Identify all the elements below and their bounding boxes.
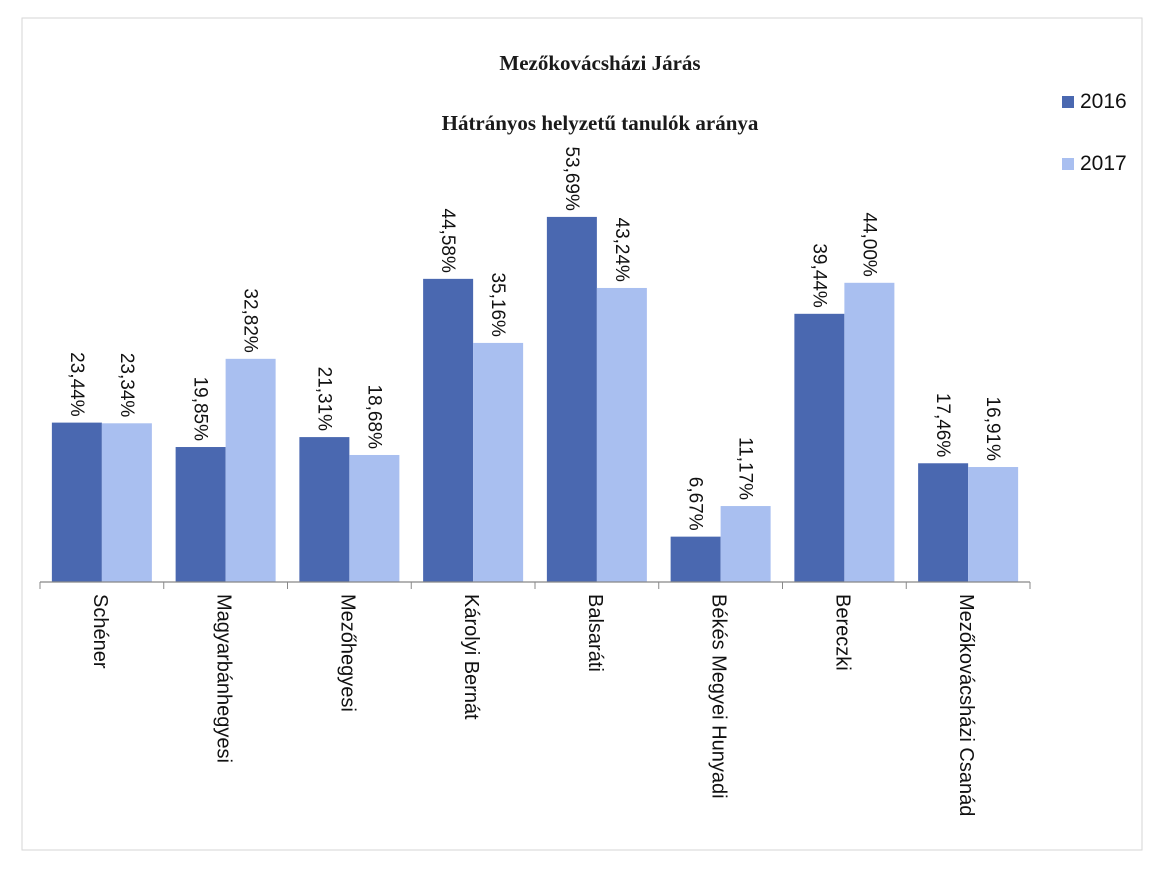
data-label-2016-6: 6,67% bbox=[685, 477, 706, 531]
data-label-2016-3: 21,31% bbox=[313, 367, 334, 432]
bar-2017-2 bbox=[225, 358, 276, 582]
data-label-2016-1: 23,44% bbox=[66, 352, 87, 417]
category-labels-group: Schéner Magyarbánhegyesi Mezőhegyesi Károly… bbox=[89, 594, 977, 816]
data-label-2017-1: 23,34% bbox=[116, 353, 137, 418]
data-label-2017-6: 11,17% bbox=[735, 437, 756, 500]
category-label: Békés Megyei Hunyadi bbox=[708, 594, 730, 799]
data-label-2017-7: 44,00% bbox=[858, 212, 879, 277]
x-axis-ticks bbox=[39, 582, 1031, 589]
bar-2017-1 bbox=[101, 423, 152, 582]
data-label-2016-5: 53,69% bbox=[561, 146, 582, 211]
data-label-2016-8: 17,46% bbox=[932, 393, 953, 458]
bar-2017-6 bbox=[720, 506, 771, 582]
category-label: Magyarbánhegyesi bbox=[213, 594, 235, 763]
bar-2016-7 bbox=[794, 313, 845, 582]
data-label-2016-2: 19,85% bbox=[190, 377, 211, 442]
legend: 2016 2017 bbox=[1062, 90, 1127, 175]
category-label: Schéner bbox=[89, 594, 111, 669]
data-label-2017-3: 18,68% bbox=[363, 385, 384, 450]
bars-group bbox=[51, 216, 1019, 582]
data-label-2017-4: 35,16% bbox=[487, 272, 508, 337]
chart-border bbox=[21, 17, 1143, 851]
chart-title: Mezőkovácsházi Járás bbox=[499, 51, 700, 75]
data-label-2016-7: 39,44% bbox=[808, 243, 829, 308]
bar-2016-5 bbox=[546, 216, 597, 582]
data-label-2017-8: 16,91% bbox=[982, 397, 1003, 462]
bar-2017-7 bbox=[844, 282, 895, 582]
bar-2017-4 bbox=[473, 342, 524, 582]
bar-2017-5 bbox=[596, 287, 647, 582]
bar-2017-3 bbox=[349, 454, 400, 582]
legend-swatch-2017 bbox=[1062, 158, 1074, 170]
legend-label-2017: 2017 bbox=[1080, 152, 1127, 175]
category-label: Bereczki bbox=[831, 594, 853, 671]
bar-2017-8 bbox=[968, 467, 1019, 582]
chart-subtitle: Hátrányos helyzetű tanulók aránya bbox=[442, 111, 759, 135]
category-label: Balsaráti bbox=[584, 594, 606, 672]
bar-2016-6 bbox=[670, 536, 721, 582]
data-labels-group: 23,44% 23,34% 19,85% 32,82% 21,31% 18,68% 44,5… bbox=[66, 146, 1003, 530]
legend-label-2016: 2016 bbox=[1080, 90, 1127, 113]
bar-2016-4 bbox=[423, 278, 474, 582]
category-label: Mezőhegyesi bbox=[336, 594, 358, 712]
category-label: Mezőkovácsházi Csanád bbox=[955, 594, 977, 816]
legend-swatch-2016 bbox=[1062, 96, 1074, 108]
bar-2016-2 bbox=[175, 447, 226, 582]
data-label-2017-5: 43,24% bbox=[611, 218, 632, 283]
bar-2016-8 bbox=[918, 463, 969, 582]
category-label: Károlyi Bernát bbox=[460, 594, 482, 720]
bar-2016-3 bbox=[299, 437, 350, 582]
data-label-2016-4: 44,58% bbox=[437, 208, 458, 273]
data-label-2017-2: 32,82% bbox=[240, 288, 261, 353]
bar-2016-1 bbox=[51, 422, 102, 582]
